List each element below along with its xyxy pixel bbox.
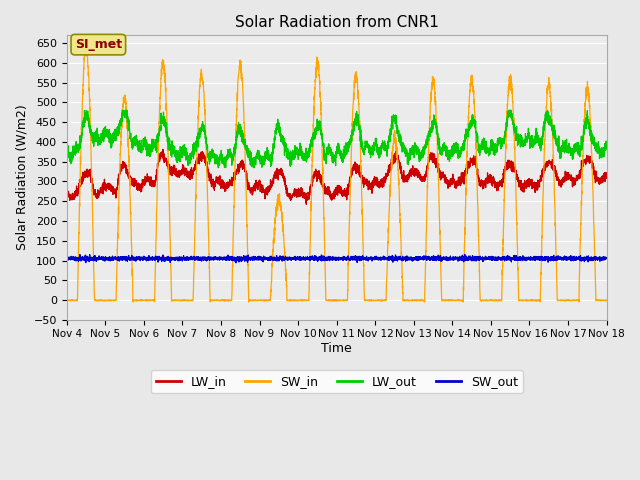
SW_in [596, 297, 604, 303]
LW_in [348, 170, 356, 176]
SW_in [348, 120, 356, 125]
LW_out [596, 148, 604, 154]
SW_out [417, 254, 424, 260]
LW_out [417, 154, 424, 160]
Title: Solar Radiation from CNR1: Solar Radiation from CNR1 [235, 15, 438, 30]
LW_out [348, 127, 356, 132]
Text: SI_met: SI_met [75, 38, 122, 51]
LW_in [303, 202, 310, 207]
LW_out [81, 108, 88, 113]
LW_in [596, 177, 604, 182]
SW_out [348, 255, 356, 261]
SW_out [603, 255, 611, 261]
SW_in [499, 267, 506, 273]
LW_in [404, 176, 412, 181]
LW_in [417, 174, 424, 180]
Line: SW_in: SW_in [67, 45, 607, 302]
SW_out [404, 255, 412, 261]
SW_in [82, 42, 90, 48]
LW_in [499, 181, 506, 187]
Legend: LW_in, SW_in, LW_out, SW_out: LW_in, SW_in, LW_out, SW_out [150, 370, 523, 393]
SW_in [417, 298, 424, 303]
SW_out [76, 252, 84, 257]
SW_in [63, 298, 70, 303]
SW_in [603, 298, 611, 303]
SW_in [137, 297, 145, 303]
Line: LW_in: LW_in [67, 149, 607, 204]
LW_in [63, 187, 70, 192]
Y-axis label: Solar Radiation (W/m2): Solar Radiation (W/m2) [15, 105, 28, 251]
SW_out [596, 254, 604, 260]
LW_in [159, 146, 167, 152]
X-axis label: Time: Time [321, 342, 352, 355]
LW_in [136, 186, 144, 192]
LW_out [404, 154, 412, 160]
SW_out [137, 254, 145, 260]
LW_out [603, 144, 611, 149]
LW_out [499, 139, 506, 145]
LW_out [137, 147, 145, 153]
LW_out [63, 153, 70, 159]
SW_out [232, 260, 239, 266]
SW_out [63, 257, 70, 263]
SW_in [129, 299, 137, 305]
Line: SW_out: SW_out [67, 254, 607, 263]
LW_in [603, 175, 611, 180]
SW_out [499, 254, 506, 260]
SW_in [404, 298, 412, 304]
LW_out [250, 165, 258, 170]
Line: LW_out: LW_out [67, 110, 607, 168]
